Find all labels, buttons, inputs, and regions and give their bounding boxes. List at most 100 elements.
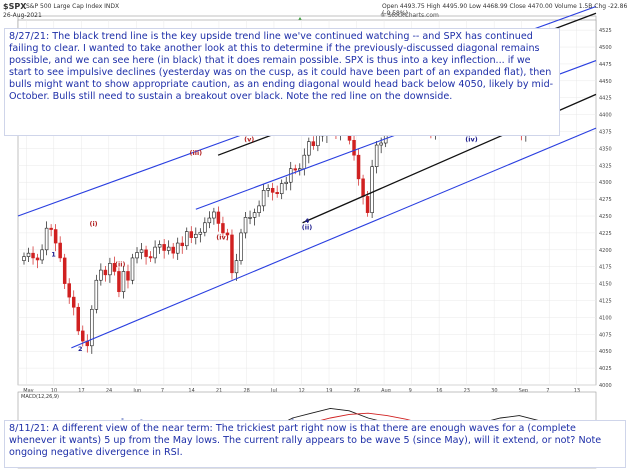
wave-label: 4	[305, 217, 310, 225]
candle-body	[126, 271, 130, 281]
candle-body	[180, 242, 184, 247]
x-tick-label: 7	[546, 388, 549, 394]
candle-body	[175, 242, 180, 254]
candle-body	[203, 222, 207, 233]
candle-body	[279, 183, 284, 195]
y-tick-label: 4100	[599, 315, 612, 321]
annotation-bottom: 8/11/21: A different view of the near te…	[4, 420, 626, 468]
chart-date: 26-Aug-2021	[3, 12, 42, 19]
wave-label: (ii)	[115, 261, 125, 269]
macd-label: MACD(12,26,9)	[21, 394, 59, 400]
x-tick-label: Jun	[132, 388, 141, 394]
candle-body	[40, 249, 44, 261]
candle-body	[157, 244, 162, 248]
candle-body	[379, 142, 383, 146]
candle-body	[365, 196, 370, 213]
y-tick-label: 4025	[599, 366, 612, 372]
y-tick-label: 4000	[599, 383, 612, 389]
candle-body	[117, 271, 121, 293]
candle-body	[108, 263, 112, 276]
candle-body	[90, 308, 94, 347]
candle-body	[194, 233, 198, 238]
candle-body	[212, 211, 216, 219]
candle-body	[361, 178, 365, 197]
x-tick-label: 24	[106, 388, 112, 394]
index-description: S&P 500 Large Cap Index INDX	[26, 3, 120, 10]
candle-body	[162, 244, 166, 251]
y-tick-label: 4225	[599, 231, 612, 237]
candle-body	[234, 260, 239, 274]
y-tick-label: 4200	[599, 248, 612, 254]
candle-body	[135, 252, 139, 259]
candle-body	[316, 134, 320, 147]
candle-body	[53, 229, 58, 244]
candle-body	[198, 231, 203, 235]
candle-body	[302, 154, 307, 170]
candle-body	[239, 232, 243, 261]
candle-body	[103, 269, 108, 276]
candle-body	[243, 217, 248, 234]
x-tick-label: 13	[574, 388, 580, 394]
candle-body	[225, 232, 230, 236]
candle-body	[81, 330, 85, 342]
candle-body	[148, 256, 153, 259]
candle-body	[352, 140, 356, 156]
candle-body	[261, 190, 266, 207]
symbol-label: $SPX	[3, 2, 27, 11]
candle-body	[288, 168, 293, 183]
candle-body	[171, 246, 175, 254]
wave-label: (i)	[89, 220, 97, 228]
y-tick-label: 4400	[599, 113, 612, 119]
candle-body	[356, 154, 361, 180]
x-tick-label: 14	[188, 388, 194, 394]
x-tick-label: 12	[298, 388, 304, 394]
candle-body	[22, 256, 26, 261]
candle-body	[49, 227, 53, 230]
x-tick-label: 19	[326, 388, 332, 394]
x-tick-label: May	[23, 388, 33, 394]
y-tick-label: 4150	[599, 282, 612, 288]
source-label: © StockCharts.com	[380, 12, 439, 19]
candle-body	[121, 271, 126, 293]
wave-label: (iv)	[216, 234, 228, 242]
x-tick-label: Jul	[270, 388, 277, 394]
x-tick-label: 10	[51, 388, 57, 394]
wave-label: 2	[78, 345, 83, 353]
wave-label: 1	[51, 251, 56, 259]
y-tick-label: 4525	[599, 28, 612, 34]
candle-body	[293, 168, 298, 171]
candle-body	[189, 231, 194, 238]
y-tick-label: 4350	[599, 146, 612, 152]
candle-body	[275, 192, 279, 195]
x-tick-label: Sep	[519, 388, 528, 394]
candle-body	[67, 283, 71, 298]
candle-body	[130, 257, 135, 281]
y-tick-label: 4125	[599, 299, 612, 305]
candle-body	[112, 263, 117, 272]
candle-body	[144, 249, 148, 257]
candle-body	[370, 166, 374, 213]
candle-body	[311, 141, 316, 147]
y-tick-label: 4375	[599, 130, 612, 136]
candle-body	[26, 252, 31, 257]
wave-label: (iii)	[190, 149, 203, 157]
candle-body	[374, 144, 379, 167]
candle-body	[44, 227, 49, 251]
candle-body	[284, 181, 288, 184]
candle-body	[71, 296, 76, 308]
y-tick-label: 4475	[599, 62, 612, 68]
candle-body	[99, 269, 103, 281]
y-tick-label: 4325	[599, 163, 612, 169]
y-tick-label: 4075	[599, 332, 612, 338]
candle-body	[166, 246, 171, 251]
candle-body	[230, 234, 234, 274]
candle-body	[270, 188, 275, 193]
quote-line: Open 4493.75 High 4495.90 Low 4468.99 Cl…	[382, 3, 628, 17]
candle-body	[266, 188, 270, 191]
y-tick-label: 4450	[599, 79, 612, 85]
candle-body	[31, 252, 35, 259]
candle-body	[257, 205, 261, 213]
candle-body	[248, 217, 252, 219]
candle-body	[185, 231, 189, 247]
y-tick-label: 4500	[599, 45, 612, 51]
